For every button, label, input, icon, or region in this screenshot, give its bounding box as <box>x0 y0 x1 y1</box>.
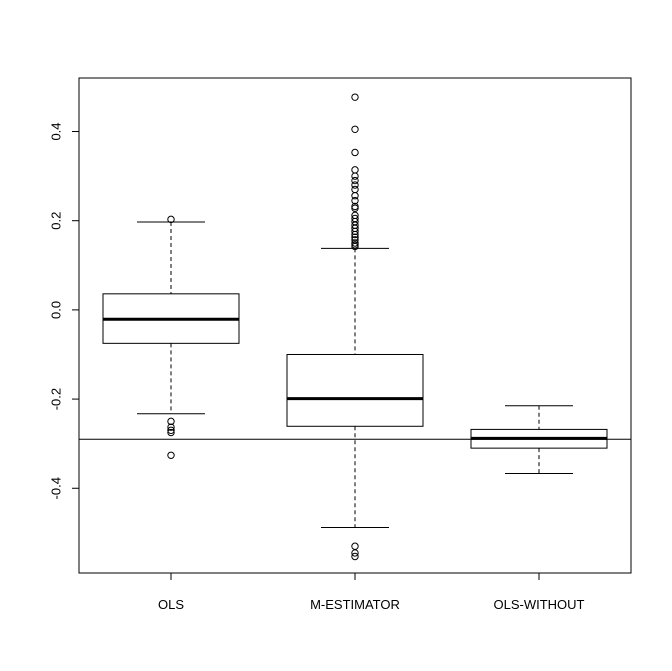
outlier-point <box>351 93 359 101</box>
outlier-point <box>351 204 359 212</box>
x-tick-label: OLS <box>158 597 184 612</box>
outlier-point <box>351 242 359 251</box>
outlier-point <box>351 148 359 157</box>
plot-area: -0.4 -0.2 0.0 0.2 0.4 OLS M-ESTIMATOR OLS-WITHO… <box>48 77 632 612</box>
outlier-point <box>351 227 359 236</box>
box <box>286 353 424 427</box>
x-tick-label: M-ESTIMATOR <box>310 597 400 612</box>
outlier-point <box>351 125 359 133</box>
outlier-point <box>351 542 359 550</box>
outlier-point <box>351 181 359 189</box>
outlier-point <box>351 176 359 185</box>
y-tick-label: 0.2 <box>48 212 63 230</box>
outlier-point <box>167 451 175 459</box>
outlier-point <box>167 428 175 437</box>
outlier-point <box>351 192 359 200</box>
outlier-point <box>351 230 359 239</box>
y-tick-label: -0.4 <box>48 477 63 499</box>
x-tick-label: OLS-WITHOUT <box>494 597 585 612</box>
outlier-point <box>167 423 175 431</box>
y-tick-label: 0.0 <box>48 301 63 319</box>
y-tick-label: -0.2 <box>48 388 63 410</box>
outlier-point <box>351 166 359 174</box>
y-tick-label: 0.4 <box>48 122 63 140</box>
outlier-point <box>167 215 175 224</box>
outlier-point <box>351 233 359 241</box>
outlier-point <box>351 549 359 557</box>
outlier-point <box>167 426 175 434</box>
outlier-point <box>351 196 359 205</box>
outlier-point <box>351 552 359 561</box>
outlier-point <box>167 417 175 426</box>
outlier-point <box>351 185 359 194</box>
outlier-point <box>351 172 359 180</box>
